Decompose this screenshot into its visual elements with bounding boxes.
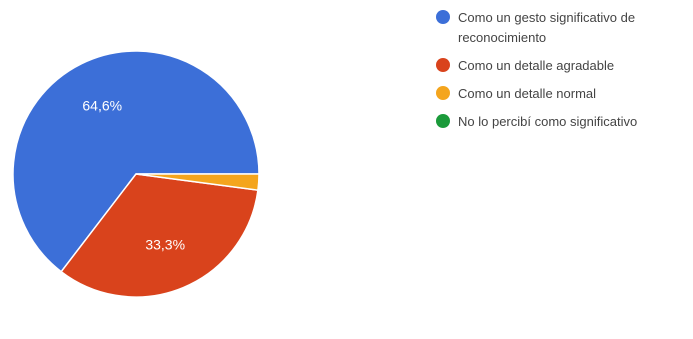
legend-label: Como un detalle normal bbox=[458, 86, 597, 101]
legend-swatch bbox=[436, 86, 450, 100]
legend-item[interactable]: No lo percibí como significativo bbox=[436, 112, 691, 132]
legend-swatch bbox=[436, 114, 450, 128]
slice-value-label: 64,6% bbox=[82, 98, 122, 114]
legend-item[interactable]: Como un detalle normal bbox=[436, 84, 691, 104]
legend-item[interactable]: Como un detalle agradable bbox=[436, 56, 691, 76]
legend-item[interactable]: Como un gesto significativo de reconocim… bbox=[436, 8, 691, 48]
legend-swatch bbox=[436, 58, 450, 72]
pie-slice[interactable] bbox=[135, 173, 260, 192]
legend-label: Como un detalle agradable bbox=[458, 58, 615, 73]
slice-value-label: 33,3% bbox=[145, 236, 185, 252]
pie-slice[interactable] bbox=[12, 50, 260, 273]
legend-swatch bbox=[436, 10, 450, 24]
legend-label: Como un gesto significativo de reconocim… bbox=[458, 10, 636, 45]
legend: Como un gesto significativo de reconocim… bbox=[436, 8, 691, 140]
pie-chart: 64,6% 33,3% bbox=[12, 50, 260, 298]
pie-slice[interactable] bbox=[60, 173, 259, 298]
legend-label: No lo percibí como significativo bbox=[458, 114, 638, 129]
